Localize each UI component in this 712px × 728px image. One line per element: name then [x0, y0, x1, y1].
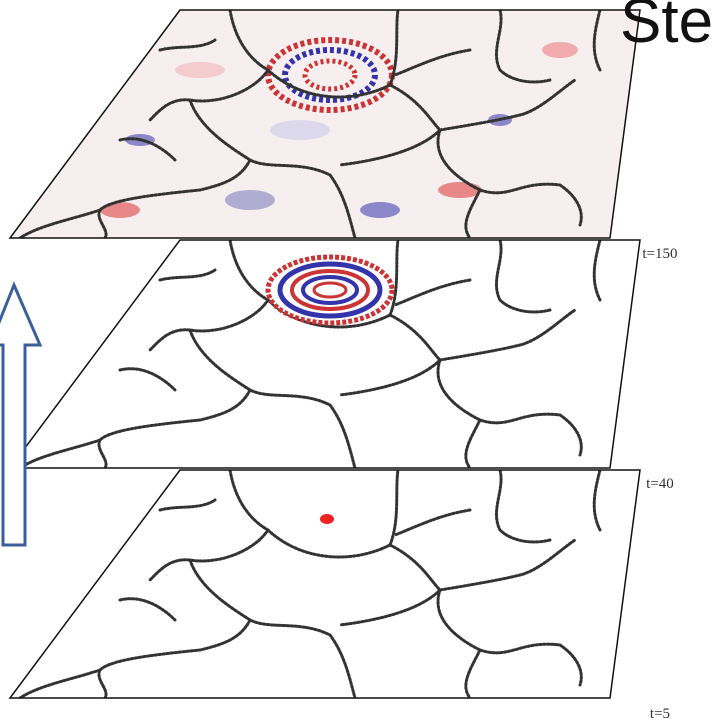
- panel-t5: [10, 470, 640, 698]
- time-label: t=150: [642, 246, 677, 262]
- figure: t=150 t=40 t=5 Ste: [0, 0, 712, 728]
- arrow: [0, 285, 40, 545]
- time-label: t=40: [646, 476, 674, 492]
- panel-t150: [10, 10, 640, 238]
- slide-title: Ste: [620, 0, 712, 56]
- page: {"header": {"title": "Ste"}, "panels": […: [0, 0, 712, 728]
- time-label: t=5: [650, 706, 670, 722]
- panel-t40: [10, 240, 640, 468]
